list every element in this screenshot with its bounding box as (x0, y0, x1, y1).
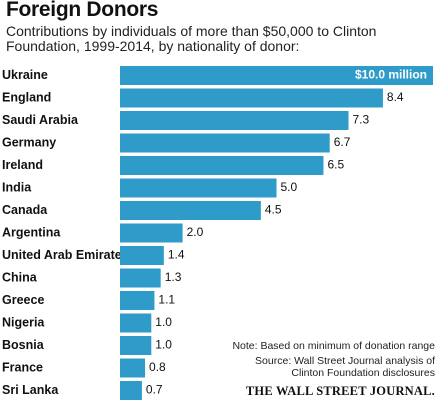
chart-note: Note: Based on minimum of donation range (232, 340, 435, 352)
category-label: France (2, 360, 43, 374)
bar (120, 336, 152, 355)
value-label: 6.7 (334, 135, 351, 149)
category-label: Canada (2, 203, 48, 217)
category-label: United Arab Emirates (2, 248, 129, 262)
bar (120, 223, 183, 243)
bar (120, 66, 433, 85)
value-label: 1.4 (168, 248, 185, 262)
value-label: 2.0 (187, 225, 204, 239)
category-label: Sri Lanka (2, 383, 59, 397)
value-label: 4.5 (265, 203, 282, 217)
category-label: Argentina (2, 225, 61, 239)
value-label: 0.7 (146, 383, 163, 397)
category-label: Germany (2, 135, 56, 149)
bar (120, 268, 161, 288)
category-label: Saudi Arabia (2, 113, 79, 127)
category-label: China (2, 270, 38, 284)
category-label: Nigeria (2, 315, 45, 329)
bar (120, 111, 349, 130)
value-label: 0.8 (149, 360, 166, 374)
bar (120, 358, 146, 378)
bar (120, 313, 152, 333)
bar (120, 133, 330, 153)
publication-credit: THE WALL STREET JOURNAL. (245, 384, 435, 398)
value-label: 6.5 (327, 158, 344, 172)
value-label: 1.1 (158, 293, 175, 307)
category-label: India (2, 180, 32, 194)
value-label: 7.3 (352, 113, 369, 127)
category-label: Bosnia (2, 338, 45, 352)
bar (120, 246, 164, 265)
bar (120, 156, 324, 175)
bar (120, 178, 277, 198)
value-label: 8.4 (387, 90, 404, 104)
bar (120, 201, 261, 220)
bar (120, 88, 383, 108)
category-label: Ukraine (2, 68, 48, 82)
chart-title: Foreign Donors (6, 0, 159, 21)
chart-subtitle: Contributions by individuals of more tha… (6, 23, 377, 54)
value-label: 1.3 (165, 270, 182, 284)
value-label: 1.0 (155, 338, 172, 352)
value-label: 1.0 (155, 315, 172, 329)
value-label: $10.0 million (355, 68, 427, 82)
category-label: Ireland (2, 158, 43, 172)
bar (120, 381, 142, 400)
value-label: 5.0 (281, 180, 298, 194)
bar (120, 291, 155, 310)
category-label: England (2, 90, 51, 104)
category-label: Greece (2, 293, 44, 307)
chart-source: Source: Wall Street Journal analysis of … (255, 355, 435, 379)
